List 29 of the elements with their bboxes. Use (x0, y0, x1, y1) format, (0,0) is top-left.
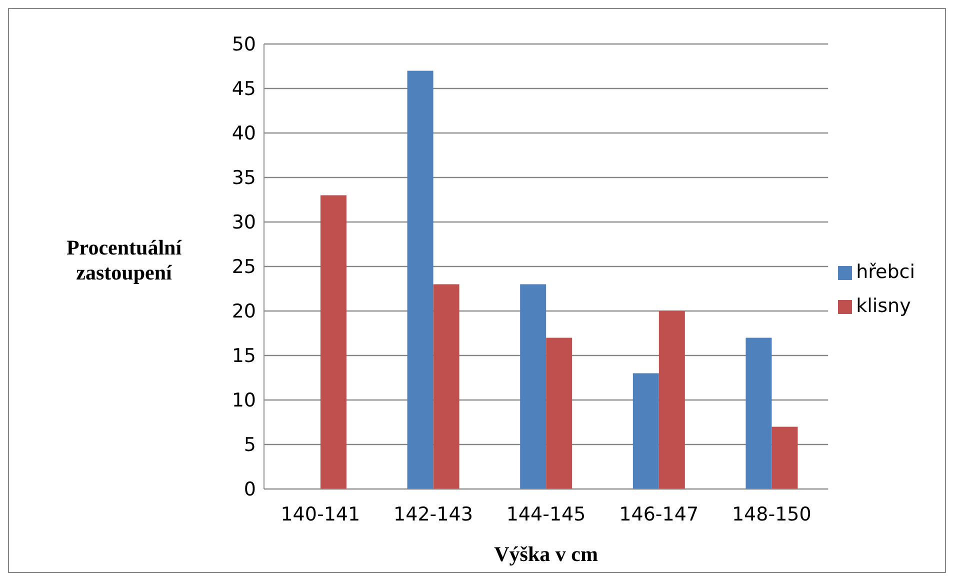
y-tick-label: 40 (232, 122, 256, 145)
bar (407, 70, 434, 489)
y-tick-label: 10 (232, 390, 256, 412)
y-axis-title: Procentuální zastoupení (66, 236, 183, 284)
x-tick-label: 144-145 (506, 503, 586, 526)
bar (320, 195, 346, 489)
legend-label: hřebci (856, 261, 915, 283)
bar (520, 284, 546, 489)
x-tick-label: 146-147 (619, 503, 699, 526)
bar (746, 338, 772, 489)
x-tick-label: 140-141 (280, 503, 360, 526)
bar (546, 338, 572, 489)
y-tick-label: 35 (232, 167, 256, 190)
x-axis-title: Výška v cm (494, 542, 598, 566)
y-tick-label: 45 (232, 78, 256, 100)
y-tick-label: 5 (244, 434, 256, 456)
y-tick-label: 0 (244, 478, 256, 501)
x-tick-label: 148-150 (732, 503, 812, 526)
bar (658, 311, 685, 489)
x-tick-label: 142-143 (394, 503, 473, 526)
y-tick-label: 25 (232, 256, 256, 278)
y-tick-label: 30 (232, 212, 256, 234)
legend-label: klisny (856, 295, 911, 317)
bar (433, 284, 460, 489)
y-tick-label: 15 (232, 345, 256, 368)
y-tick-label: 20 (232, 300, 256, 323)
y-tick-label: 50 (232, 34, 256, 56)
bar (772, 426, 798, 489)
bar (632, 373, 659, 489)
